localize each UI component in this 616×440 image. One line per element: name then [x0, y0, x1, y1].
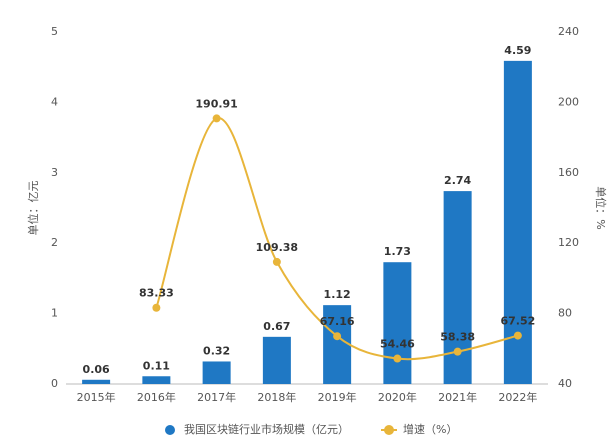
y-tick-label: 4	[51, 95, 58, 108]
y-tick-label: 1	[51, 307, 58, 320]
x-tick-label: 2018年	[257, 390, 296, 404]
line-label: 83.33	[139, 287, 174, 300]
y2-axis-label: 单位：%	[594, 186, 608, 229]
line-point	[212, 114, 221, 123]
line-point	[513, 331, 522, 340]
line-point	[393, 354, 402, 363]
bar	[323, 305, 352, 384]
bar	[383, 262, 412, 384]
line-point	[453, 347, 462, 356]
bar-label: 1.73	[384, 245, 411, 258]
bar-label: 1.12	[324, 288, 351, 301]
bar	[202, 361, 231, 384]
line-label: 58.38	[440, 331, 475, 344]
y2-tick-label: 240	[558, 25, 579, 38]
bar-label: 0.11	[143, 359, 170, 372]
line	[155, 117, 519, 361]
line-label: 67.52	[500, 315, 535, 328]
y2-tick-label: 40	[558, 377, 572, 390]
line-point	[152, 303, 161, 312]
legend-label: 增速（%）	[403, 422, 457, 436]
y-tick-label: 3	[51, 166, 58, 179]
line-point	[333, 332, 342, 341]
bar-label: 2.74	[444, 174, 471, 187]
bar-label: 0.67	[263, 320, 290, 333]
x-tick-label: 2020年	[378, 390, 417, 404]
bar-label: 0.06	[83, 363, 110, 376]
y-tick-label: 0	[51, 377, 58, 390]
legend-marker	[384, 425, 394, 435]
line-label: 190.91	[195, 97, 237, 110]
line-label: 67.16	[320, 315, 355, 328]
x-tick-label: 2016年	[137, 390, 176, 404]
line-label: 54.46	[380, 338, 415, 351]
bar-label: 4.59	[504, 44, 531, 57]
x-tick-label: 2015年	[77, 390, 116, 404]
legend-marker	[165, 425, 175, 435]
line-point	[272, 257, 281, 266]
bar	[503, 60, 532, 384]
x-tick-label: 2019年	[318, 390, 357, 404]
y2-tick-label: 80	[558, 307, 572, 320]
bar-label: 0.32	[203, 344, 230, 357]
y2-tick-label: 160	[558, 166, 579, 179]
x-tick-label: 2017年	[197, 390, 236, 404]
bar	[82, 379, 111, 384]
bar	[262, 336, 291, 384]
bar	[142, 376, 171, 384]
y-tick-label: 2	[51, 236, 58, 249]
y2-tick-label: 120	[558, 236, 579, 249]
x-tick-label: 2021年	[438, 390, 477, 404]
y2-tick-label: 200	[558, 95, 579, 108]
x-tick-label: 2022年	[498, 390, 537, 404]
line-label: 109.38	[256, 241, 298, 254]
legend-label: 我国区块链行业市场规模（亿元）	[184, 422, 349, 436]
y-axis-label: 单位：亿元	[26, 181, 40, 236]
y-tick-label: 5	[51, 25, 58, 38]
